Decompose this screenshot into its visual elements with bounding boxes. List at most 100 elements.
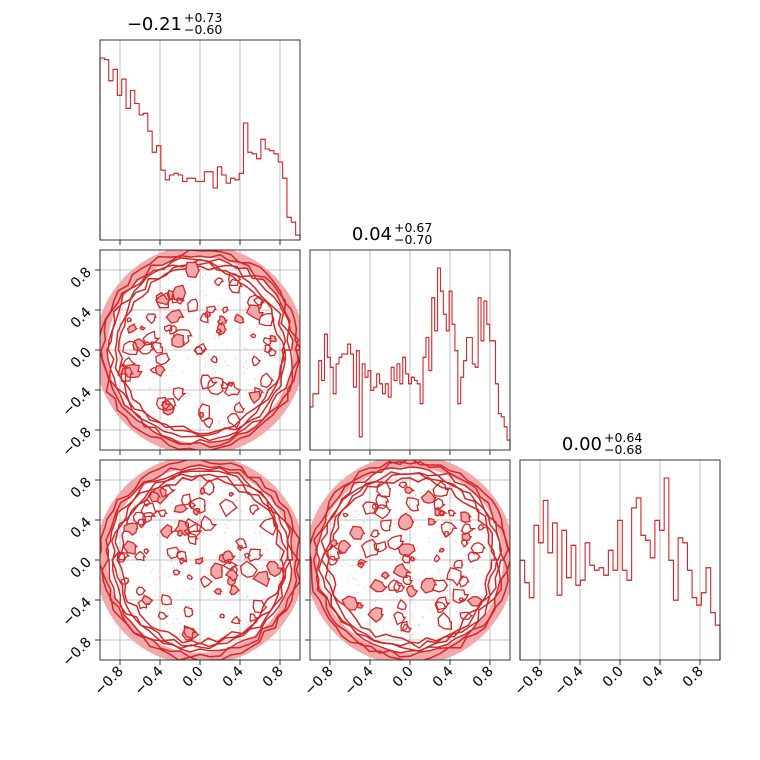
- contour-line: [100, 460, 300, 660]
- scatter-point: [158, 576, 160, 579]
- contour-blob: [210, 562, 223, 580]
- x-tick-label: −0.4: [551, 663, 586, 698]
- scatter-point: [248, 635, 250, 638]
- scatter-point: [465, 509, 468, 512]
- scatter-point: [138, 494, 141, 497]
- scatter-point: [407, 560, 409, 562]
- scatter-point: [133, 538, 135, 540]
- scatter-point: [404, 610, 406, 612]
- scatter-point: [143, 526, 145, 528]
- contour-blob: [324, 545, 344, 561]
- scatter-point: [212, 373, 214, 375]
- scatter-point: [351, 564, 354, 566]
- contour-blob: [228, 492, 235, 497]
- scatter-point: [205, 411, 207, 413]
- scatter-point: [127, 363, 129, 365]
- contour-blob: [228, 278, 243, 294]
- scatter-point: [234, 392, 236, 394]
- scatter-point: [440, 577, 442, 579]
- scatter-point: [228, 301, 231, 303]
- scatter-point: [270, 583, 273, 585]
- scatter-point: [110, 569, 113, 572]
- x-tick-label: 0.8: [680, 664, 707, 691]
- scatter-point: [234, 357, 236, 360]
- scatter-point: [217, 305, 220, 307]
- scatter-point: [430, 484, 433, 486]
- scatter-point: [199, 333, 201, 335]
- scatter-point: [202, 532, 204, 534]
- y-tick-label: −0.8: [59, 425, 94, 460]
- scatter-point: [256, 326, 259, 328]
- scatter-point: [414, 518, 416, 520]
- scatter-point: [194, 395, 196, 397]
- scatter-point: [149, 555, 152, 557]
- scatter-point: [256, 631, 258, 633]
- scatter-point: [405, 538, 407, 540]
- scatter-point: [144, 301, 146, 303]
- scatter-point: [354, 578, 357, 581]
- scatter-point: [225, 543, 228, 545]
- scatter-point: [284, 316, 286, 318]
- scatter-point: [341, 524, 343, 526]
- scatter-point: [140, 332, 143, 334]
- scatter-point: [114, 559, 117, 561]
- contour-blob: [404, 486, 416, 494]
- contour-blob: [461, 539, 470, 548]
- scatter-point: [329, 529, 332, 532]
- scatter-point: [396, 560, 399, 562]
- scatter-point: [205, 286, 207, 288]
- scatter-point: [417, 579, 420, 581]
- scatter-point: [189, 286, 191, 288]
- scatter-point: [163, 606, 166, 608]
- scatter-point: [268, 329, 271, 331]
- contour-blob: [176, 529, 184, 537]
- scatter-point: [220, 298, 223, 300]
- scatter-point: [187, 589, 189, 592]
- scatter-point: [171, 370, 173, 372]
- contour-blob: [357, 558, 369, 565]
- scatter-point: [449, 589, 452, 591]
- scatter-point: [390, 548, 392, 551]
- scatter-point: [411, 577, 414, 580]
- scatter-point: [161, 577, 163, 579]
- scatter-point: [193, 646, 196, 649]
- scatter-point: [125, 303, 128, 306]
- scatter-point: [347, 578, 350, 580]
- scatter-point: [150, 571, 152, 573]
- histogram-panel-2: 0.04 +0.67−0.70: [309, 220, 511, 455]
- contour-blob: [183, 624, 197, 640]
- scatter-point: [195, 519, 197, 521]
- scatter-point: [156, 551, 159, 553]
- scatter-point: [154, 587, 156, 589]
- scatter-point: [462, 546, 464, 549]
- contour-blob: [234, 313, 245, 324]
- scatter-point: [152, 377, 154, 380]
- scatter-point: [171, 502, 174, 504]
- scatter-point: [170, 560, 173, 563]
- contour-blob: [223, 381, 242, 397]
- scatter-point: [450, 497, 453, 499]
- contour-blob: [192, 507, 201, 516]
- scatter-point: [475, 614, 477, 616]
- x-tick-label: −0.8: [91, 664, 126, 699]
- scatter-point: [164, 555, 166, 557]
- contour-blob: [380, 519, 392, 532]
- contour-blob: [187, 298, 199, 313]
- scatter-point: [225, 484, 227, 487]
- scatter-point: [204, 545, 207, 548]
- scatter-point: [192, 588, 195, 590]
- scatter-point: [226, 596, 229, 599]
- contour-blob: [140, 502, 160, 518]
- scatter-point: [257, 284, 259, 286]
- scatter-point: [144, 565, 147, 567]
- hist-step-line: [99, 57, 301, 240]
- contour-blob: [437, 611, 453, 630]
- scatter-point: [189, 488, 191, 490]
- scatter-point: [245, 486, 248, 488]
- scatter-point: [322, 550, 325, 552]
- scatter-point: [226, 316, 228, 318]
- contour-blob: [251, 355, 262, 367]
- scatter-point: [327, 593, 329, 595]
- scatter-point: [204, 365, 207, 367]
- contour-blob: [143, 548, 150, 555]
